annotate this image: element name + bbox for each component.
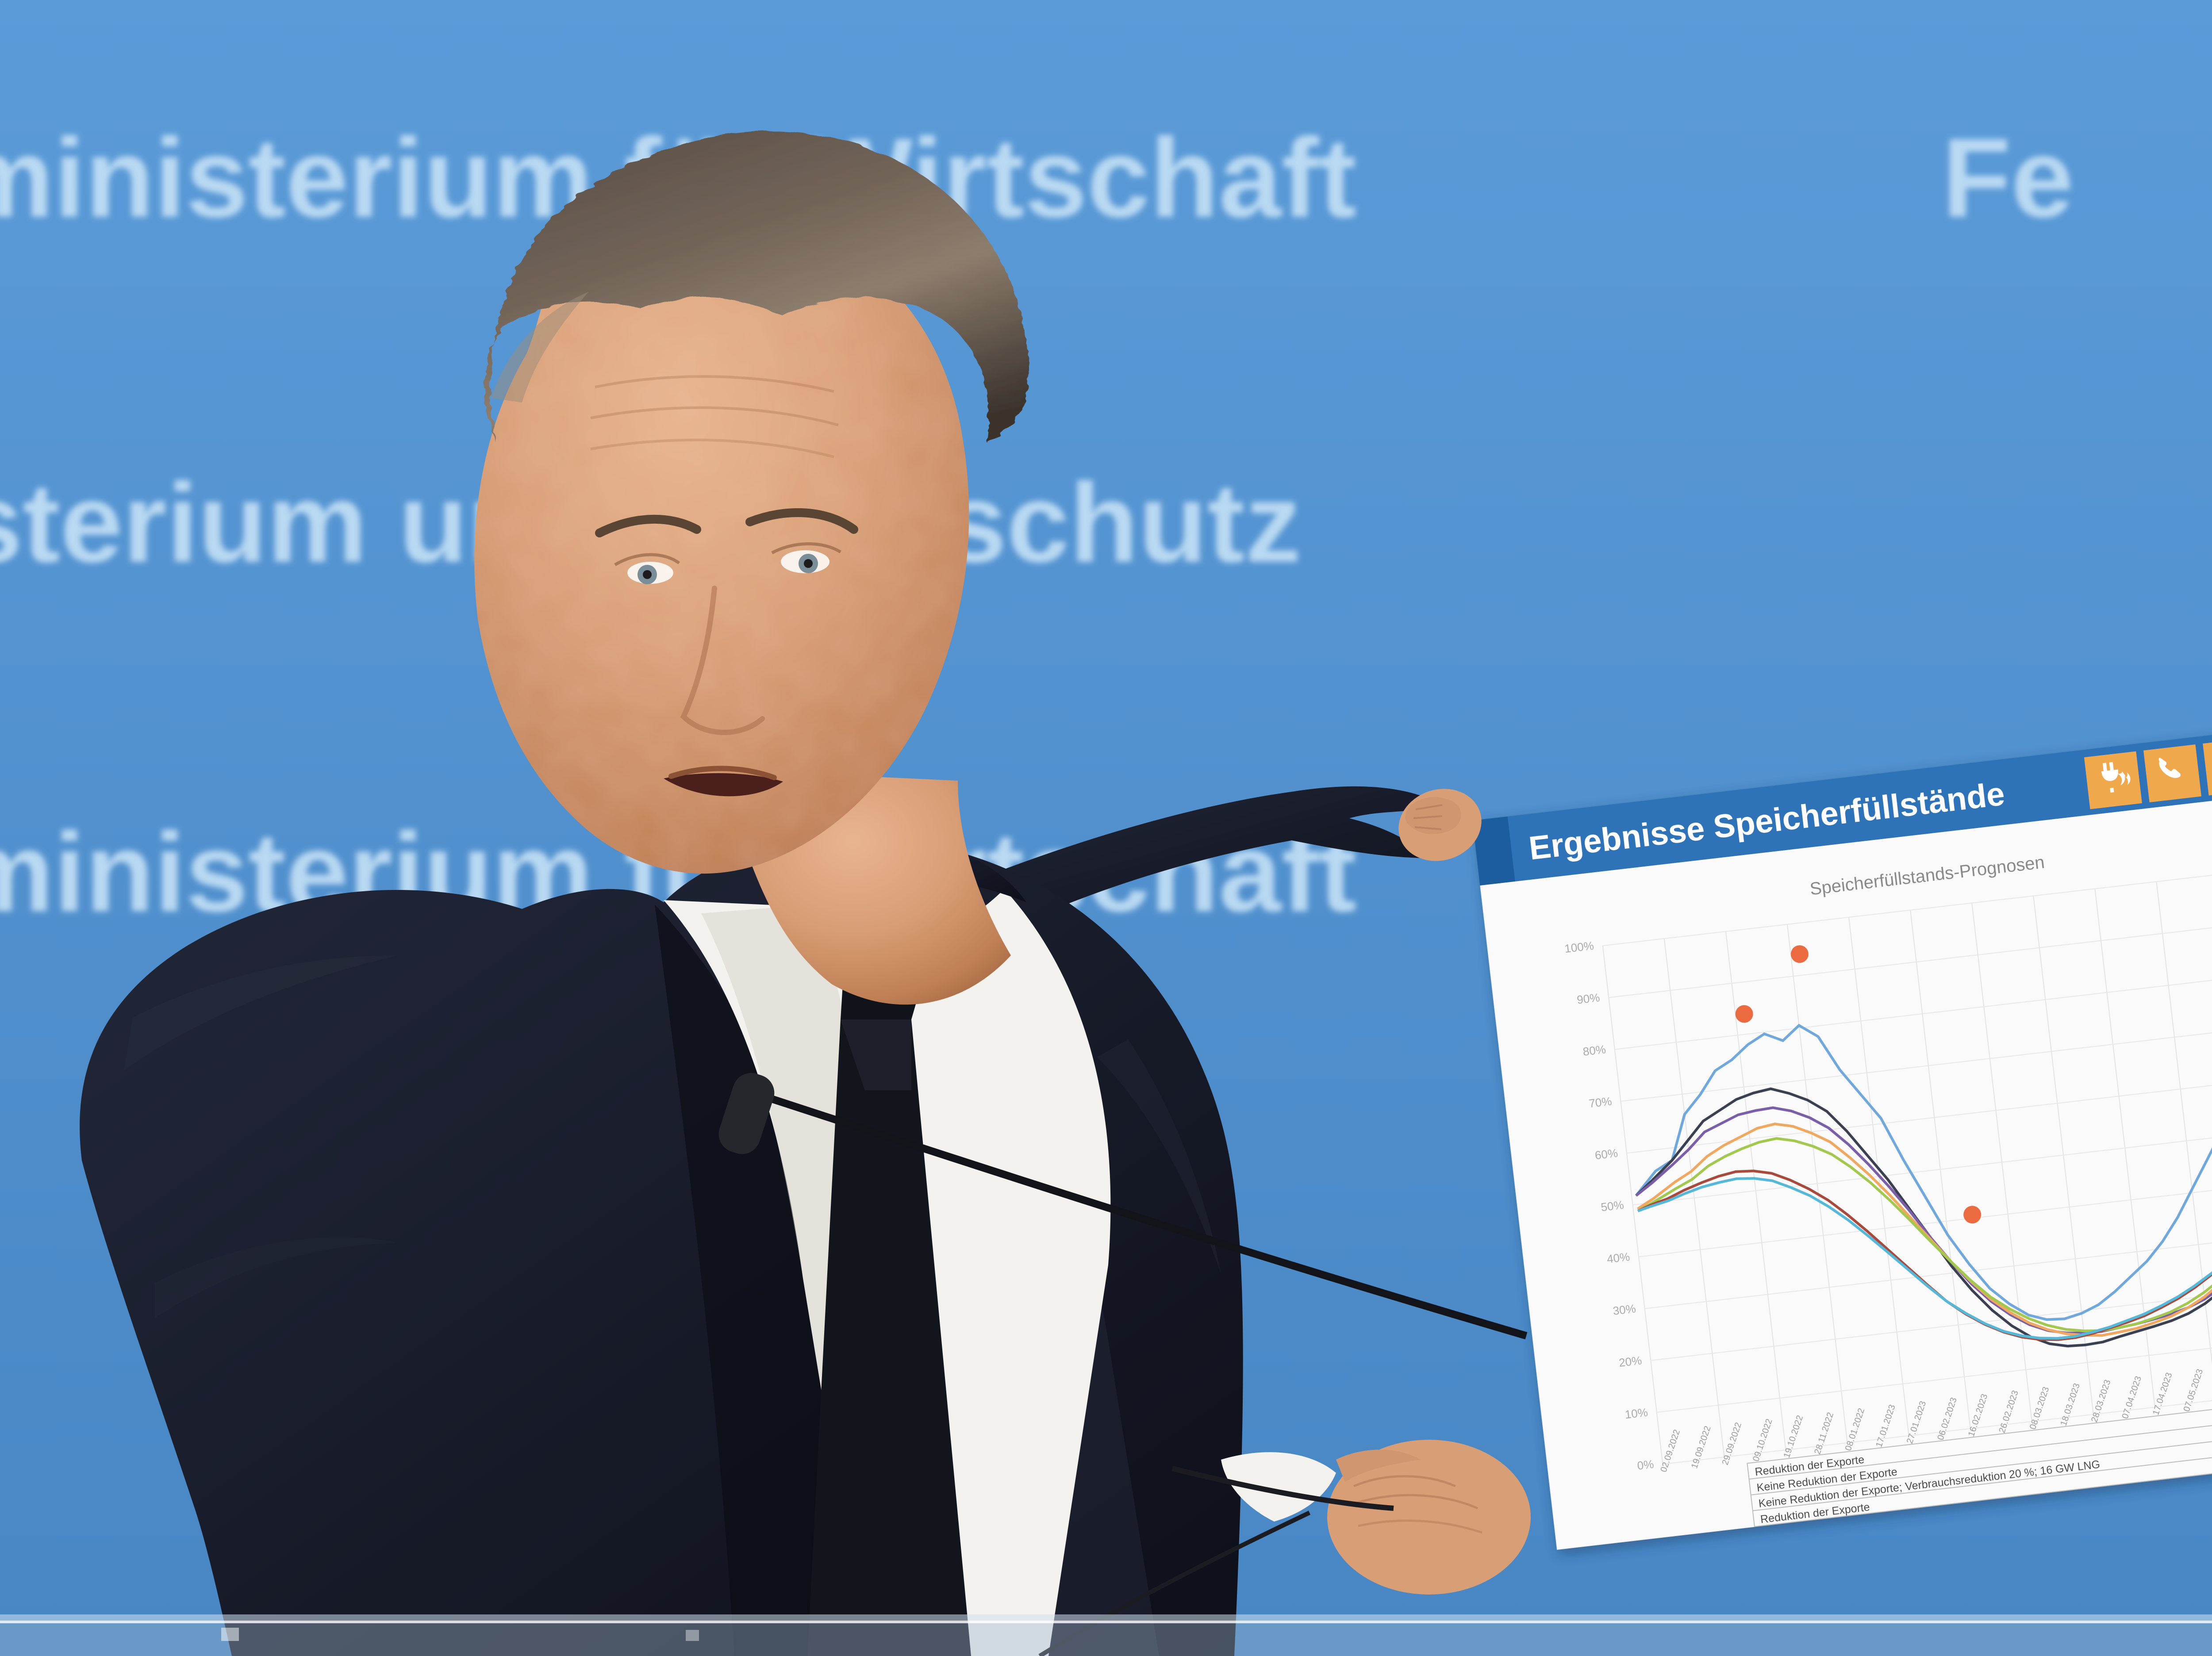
svg-text:40%: 40% [1606,1250,1630,1266]
svg-text:10%: 10% [1624,1406,1648,1422]
svg-text:30%: 30% [1612,1302,1636,1318]
svg-text:90%: 90% [1576,991,1601,1007]
svg-text:20%: 20% [1618,1353,1643,1369]
svg-text:70%: 70% [1588,1094,1613,1110]
svg-text:60%: 60% [1594,1146,1618,1162]
svg-text:0%: 0% [1636,1457,1655,1472]
svg-text:Fe: Fe [1942,115,2074,241]
svg-text:80%: 80% [1582,1043,1606,1058]
svg-text:50%: 50% [1600,1198,1624,1214]
